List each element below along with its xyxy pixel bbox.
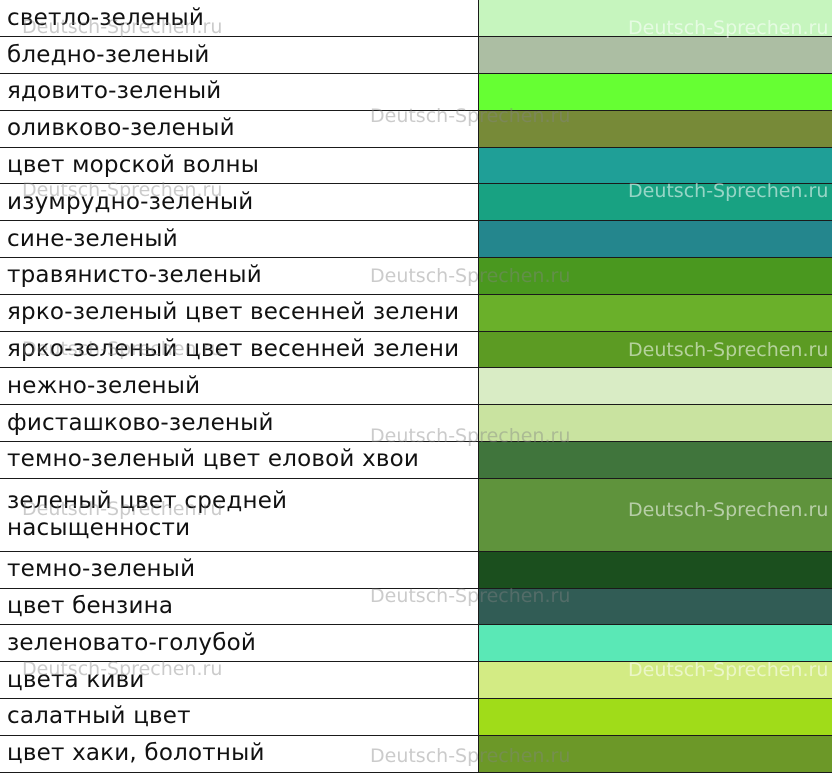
color-name: ярко-зеленый цвет весенней зелени: [0, 331, 479, 369]
color-row: ярко-зеленый цвет весенней зелени: [0, 294, 832, 332]
color-swatch: [478, 367, 832, 406]
color-row: фисташково-зеленый: [0, 404, 832, 443]
color-name: цвет бензина: [0, 588, 479, 626]
color-name: оливково-зеленый: [0, 110, 479, 148]
color-row: темно-зеленый цвет еловой хвои: [0, 441, 832, 479]
color-name: цвет хаки, болотный: [0, 735, 479, 773]
color-row: оливково-зеленый: [0, 110, 832, 148]
color-name: ядовито-зеленый: [0, 73, 479, 111]
color-name: изумрудно-зеленый: [0, 183, 479, 222]
color-swatch: [478, 110, 832, 148]
color-row: бледно-зеленый: [0, 36, 832, 75]
color-swatch: [478, 735, 832, 773]
color-swatch: [478, 441, 832, 479]
color-swatch: [478, 220, 832, 259]
color-swatch: [478, 588, 832, 626]
color-swatch: [478, 294, 832, 332]
color-swatch: [478, 147, 832, 185]
color-row: цвет хаки, болотный: [0, 735, 832, 773]
color-swatch: [478, 183, 832, 222]
color-name: темно-зеленый цвет еловой хвои: [0, 441, 479, 479]
color-swatch: [478, 551, 832, 589]
color-name: зеленовато-голубой: [0, 624, 479, 663]
color-name: нежно-зеленый: [0, 367, 479, 406]
color-row: ярко-зеленый цвет весенней зелени: [0, 331, 832, 369]
color-swatch: [478, 404, 832, 443]
color-swatch: [478, 331, 832, 369]
color-row: ядовито-зеленый: [0, 73, 832, 111]
color-swatch: [478, 36, 832, 75]
color-name: зеленый цвет средней насыщенности: [0, 478, 479, 552]
color-name: салатный цвет: [0, 698, 479, 736]
color-row: изумрудно-зеленый: [0, 183, 832, 222]
color-row: нежно-зеленый: [0, 367, 832, 406]
color-row: травянисто-зеленый: [0, 257, 832, 295]
color-name: темно-зеленый: [0, 551, 479, 589]
color-row: светло-зеленый: [0, 0, 832, 38]
color-row: цвет бензина: [0, 588, 832, 626]
color-swatch: [478, 73, 832, 111]
color-row: цвет морской волны: [0, 147, 832, 185]
color-swatch: [478, 624, 832, 663]
color-row: сине-зеленый: [0, 220, 832, 259]
color-swatch: [478, 257, 832, 295]
color-name: светло-зеленый: [0, 0, 479, 38]
color-name: цвета киви: [0, 661, 479, 700]
color-name: цвет морской волны: [0, 147, 479, 185]
color-name: сине-зеленый: [0, 220, 479, 259]
color-swatch: [478, 0, 832, 38]
color-swatch: [478, 698, 832, 736]
color-row: салатный цвет: [0, 698, 832, 736]
color-swatch: [478, 661, 832, 700]
color-row: зеленый цвет средней насыщенности: [0, 478, 832, 552]
color-name: травянисто-зеленый: [0, 257, 479, 295]
color-name: бледно-зеленый: [0, 36, 479, 75]
color-row: темно-зеленый: [0, 551, 832, 589]
color-name: фисташково-зеленый: [0, 404, 479, 443]
color-name: ярко-зеленый цвет весенней зелени: [0, 294, 479, 332]
color-row: цвета киви: [0, 661, 832, 700]
color-swatch: [478, 478, 832, 552]
color-row: зеленовато-голубой: [0, 624, 832, 663]
